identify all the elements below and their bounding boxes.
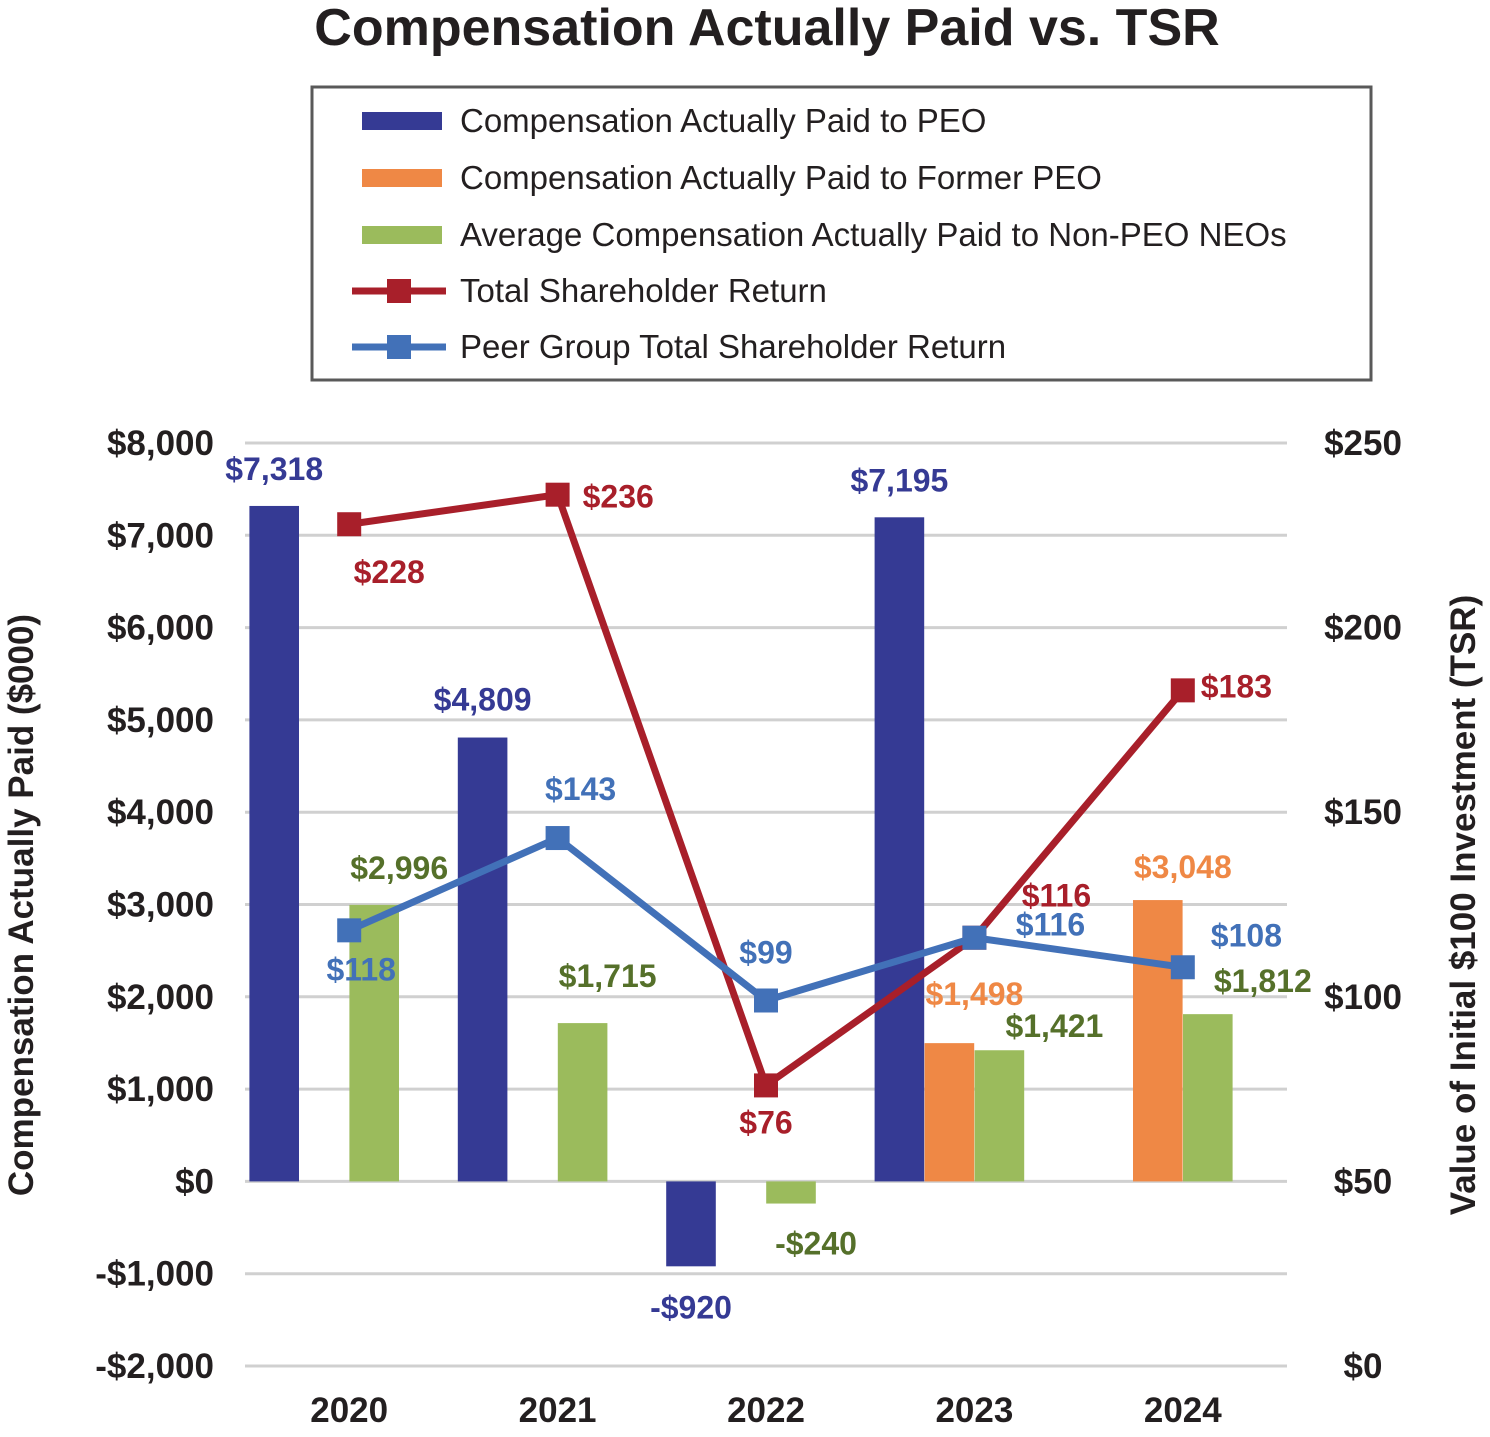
y-axis-left-title: Compensation Actually Paid ($000) (2, 614, 41, 1196)
y-left-tick-label: $5,000 (107, 701, 214, 740)
y-left-tick-label: $4,000 (107, 793, 214, 832)
tsr-marker (1170, 678, 1195, 703)
y-left-tick-label: $1,000 (107, 1070, 214, 1109)
legend-swatch-former-peo (362, 169, 442, 187)
bar-non-peo (557, 1023, 608, 1182)
y-right-tick-label: $0 (1344, 1347, 1383, 1386)
data-label: $118 (326, 951, 395, 987)
data-label: $116 (1022, 878, 1091, 914)
bar-peo (457, 737, 508, 1182)
data-label: $1,498 (925, 976, 1023, 1012)
data-label: $116 (1016, 907, 1085, 943)
bar-peo (874, 517, 925, 1182)
legend-marker-tsr (387, 279, 411, 303)
y-left-tick-label: $7,000 (107, 516, 214, 555)
peer-tsr-marker (545, 826, 570, 851)
bar-non-peo (349, 904, 399, 1182)
data-label: $2,996 (350, 850, 448, 886)
data-label: $183 (1201, 668, 1272, 704)
legend: Compensation Actually Paid to PEO Compen… (310, 85, 1373, 382)
legend-label-tsr: Total Shareholder Return (460, 272, 827, 309)
x-tick-label: 2021 (519, 1391, 597, 1430)
y-right-tick-label: $50 (1334, 1162, 1392, 1201)
y-axis-right-title: Value of Initial $100 Investment (TSR) (1444, 595, 1483, 1215)
data-label: $1,421 (1005, 1008, 1103, 1044)
peer-tsr-marker (754, 988, 778, 1013)
x-tick-label: 2020 (310, 1391, 388, 1430)
bar-peo (666, 1181, 716, 1267)
bar-non-peo (766, 1181, 816, 1204)
y-left-tick-label: $6,000 (107, 609, 214, 648)
data-label: $108 (1211, 917, 1282, 953)
lines (337, 482, 1195, 1098)
bar-non-peo (974, 1050, 1025, 1182)
y-right-tick-label: $200 (1324, 609, 1402, 648)
x-tick-label: 2022 (727, 1391, 805, 1430)
legend-label-non-peo: Average Compensation Actually Paid to No… (460, 216, 1287, 253)
peer-tsr-marker (962, 925, 987, 950)
bar-former-peo (924, 1043, 975, 1182)
data-label: -$920 (650, 1289, 732, 1325)
peer-tsr-marker (1170, 955, 1195, 980)
x-tick-label: 2024 (1144, 1391, 1222, 1430)
y-left-tick-label: $2,000 (107, 978, 214, 1017)
data-label: $1,812 (1214, 963, 1312, 999)
data-label: $7,195 (850, 462, 948, 498)
y-left-tick-label: $3,000 (107, 886, 214, 925)
x-tick-label: 2023 (935, 1391, 1013, 1430)
data-label: -$240 (775, 1226, 857, 1262)
y-left-tick-label: $0 (175, 1162, 214, 1201)
data-label: $99 (739, 934, 792, 970)
y-right-tick-label: $100 (1324, 978, 1402, 1017)
legend-label-peer-tsr: Peer Group Total Shareholder Return (460, 328, 1006, 365)
data-label: $236 (583, 479, 654, 515)
y-right-tick-label: $250 (1324, 424, 1402, 463)
peer-tsr-marker (337, 918, 362, 943)
y-left-tick-label: $8,000 (107, 424, 214, 463)
data-labels: $7,318 $4,809 -$920 $7,195 $1,498 $3,048 $2,99… (225, 451, 1311, 1325)
data-label: $3,048 (1134, 849, 1232, 885)
bar-peo (249, 505, 299, 1182)
chart-title: Compensation Actually Paid vs. TSR (314, 0, 1219, 57)
tsr-marker (754, 1073, 778, 1098)
data-label: $4,809 (434, 682, 532, 718)
legend-label-former-peo: Compensation Actually Paid to Former PEO (460, 159, 1102, 196)
data-label: $7,318 (225, 451, 323, 487)
y-left-tick-label: -$1,000 (95, 1255, 214, 1294)
data-label: $228 (354, 554, 425, 590)
legend-label-peo: Compensation Actually Paid to PEO (460, 102, 986, 139)
data-label: $143 (545, 771, 616, 807)
bars (249, 505, 1233, 1267)
tsr-marker (337, 512, 362, 537)
data-label: $1,715 (559, 958, 657, 994)
y-right-tick-label: $150 (1324, 793, 1402, 832)
legend-swatch-peo (362, 112, 442, 130)
data-label: $76 (739, 1104, 792, 1140)
legend-marker-peer-tsr (387, 335, 411, 359)
tsr-marker (545, 482, 570, 507)
bar-non-peo (1183, 1014, 1233, 1182)
y-left-tick-label: -$2,000 (95, 1347, 214, 1386)
axis-ticks: -$2,000 -$1,000 $0 $1,000 $2,000 $3,000 $4,000… (95, 424, 1402, 1430)
legend-frame (310, 85, 1373, 382)
bar-former-peo (1133, 900, 1183, 1182)
legend-swatch-non-peo (362, 226, 442, 244)
